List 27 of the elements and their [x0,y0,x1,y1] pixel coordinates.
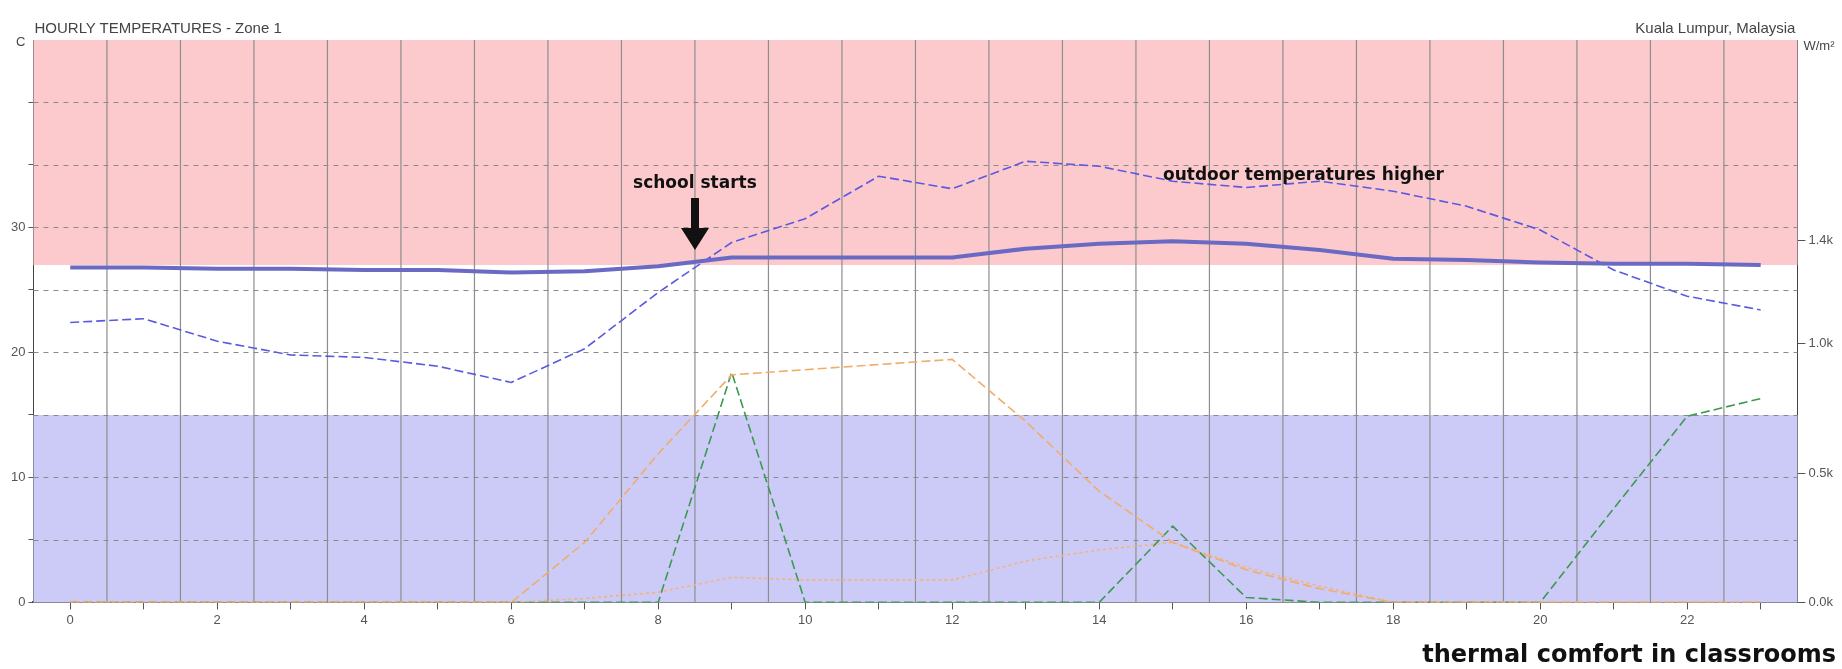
chart-title: HOURLY TEMPERATURES - Zone 1 [34,19,282,36]
y2-axis-title: W/m² [1803,38,1836,53]
x-tick-label: 14 [1091,611,1107,627]
y-tick-label: 0 [18,593,26,609]
x-tick-label: 22 [1679,611,1695,627]
x-tick-label: 18 [1385,611,1401,627]
x-tick-label: 2 [213,611,221,627]
y2-tick-label: 1.0k [1808,335,1834,351]
y2-tick-label: 1.4k [1808,231,1834,247]
x-tick-label: 12 [944,611,960,627]
chart-subtitle: Kuala Lumpur, Malaysia [1635,19,1797,36]
y-axis-title: C [16,34,26,49]
y2-tick-label: 0.0k [1808,593,1834,609]
x-tick-label: 10 [797,611,813,627]
x-tick-label: 6 [507,611,515,627]
annotation: outdoor temperatures higher [1163,164,1445,184]
y-tick-label: 30 [10,219,26,235]
x-tick-label: 20 [1532,611,1548,627]
y-tick-label: 10 [10,469,26,484]
x-tick-label: 8 [654,611,662,627]
y-tick-label: 20 [10,344,26,360]
x-tick-label: 4 [360,611,368,627]
annotation: school starts [633,172,757,192]
y2-tick-label: 0.5k [1808,464,1834,480]
text: thermal comfort in classrooms [1422,640,1836,668]
x-tick-label: 0 [66,611,74,627]
x-tick-label: 16 [1238,611,1254,627]
